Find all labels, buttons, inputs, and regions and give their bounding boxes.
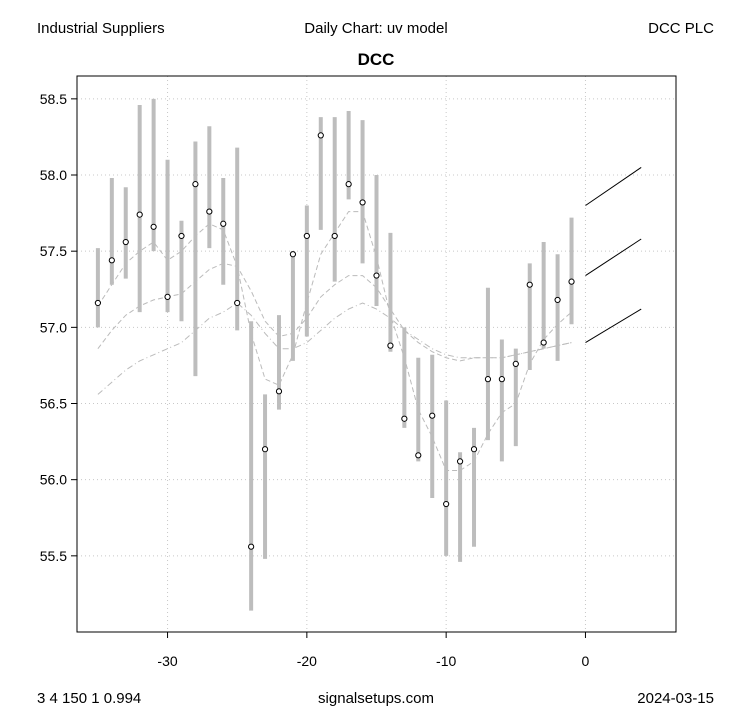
close-point bbox=[568, 278, 575, 285]
close-point bbox=[261, 446, 269, 453]
grid bbox=[77, 76, 676, 632]
plot-frame bbox=[76, 75, 677, 633]
close-point bbox=[540, 339, 547, 346]
forecast-line bbox=[585, 166, 642, 206]
close-point bbox=[470, 446, 478, 453]
header-center: Daily Chart: uv model bbox=[304, 20, 448, 37]
footer-center: signalsetups.com bbox=[318, 690, 434, 707]
close-point bbox=[498, 376, 505, 383]
close-point bbox=[248, 543, 255, 550]
forecast-line bbox=[585, 238, 642, 277]
close-point bbox=[206, 208, 213, 215]
close-point bbox=[275, 388, 283, 395]
close-point bbox=[108, 257, 115, 264]
forecast-line bbox=[585, 308, 642, 344]
close-point bbox=[289, 251, 297, 258]
y-tick-label: 57.0 bbox=[40, 319, 67, 335]
y-tick-label: 57.5 bbox=[40, 243, 67, 259]
close-points bbox=[94, 132, 575, 550]
close-point bbox=[359, 199, 366, 206]
footer-right: 2024-03-15 bbox=[637, 690, 714, 707]
close-point bbox=[526, 281, 533, 288]
close-point bbox=[317, 132, 324, 139]
footer-left: 3 4 150 1 0.994 bbox=[37, 690, 142, 707]
header-left: Industrial Suppliers bbox=[37, 20, 165, 37]
close-point bbox=[345, 181, 352, 188]
y-tick-label: 55.5 bbox=[40, 548, 67, 564]
close-point bbox=[429, 412, 436, 419]
range-bars bbox=[95, 98, 574, 611]
close-point bbox=[512, 360, 519, 368]
close-point bbox=[387, 342, 394, 349]
close-point bbox=[192, 181, 199, 188]
close-point bbox=[94, 299, 101, 307]
close-point bbox=[554, 296, 561, 304]
close-point bbox=[456, 458, 464, 465]
x-tick-label: -10 bbox=[436, 653, 456, 669]
close-point bbox=[443, 500, 450, 508]
close-point bbox=[484, 376, 492, 383]
close-point bbox=[303, 232, 310, 240]
close-point bbox=[220, 220, 227, 227]
x-tick-label: -30 bbox=[157, 653, 177, 669]
band-line bbox=[97, 302, 572, 395]
close-point bbox=[150, 223, 157, 230]
close-point bbox=[136, 211, 143, 218]
forecast-lines bbox=[585, 166, 642, 344]
close-point bbox=[373, 272, 380, 279]
x-tick-label: 0 bbox=[582, 653, 590, 669]
close-point bbox=[331, 232, 338, 240]
y-tick-label: 56.0 bbox=[40, 472, 67, 488]
y-tick-label: 58.0 bbox=[40, 167, 67, 183]
close-point bbox=[178, 232, 185, 240]
close-point bbox=[122, 238, 129, 246]
axes: 55.5 56.0 56.5 57.0 57.5 58.0 58.5 -30 -20 -10 0 bbox=[40, 91, 590, 669]
close-point bbox=[164, 293, 171, 300]
close-point bbox=[415, 452, 422, 459]
close-point bbox=[234, 299, 241, 307]
close-point bbox=[401, 415, 408, 422]
chart-title: DCC bbox=[358, 50, 395, 69]
y-tick-label: 58.5 bbox=[40, 91, 67, 107]
y-tick-label: 56.5 bbox=[40, 396, 67, 412]
header-right: DCC PLC bbox=[648, 20, 714, 37]
x-tick-label: -20 bbox=[297, 653, 317, 669]
